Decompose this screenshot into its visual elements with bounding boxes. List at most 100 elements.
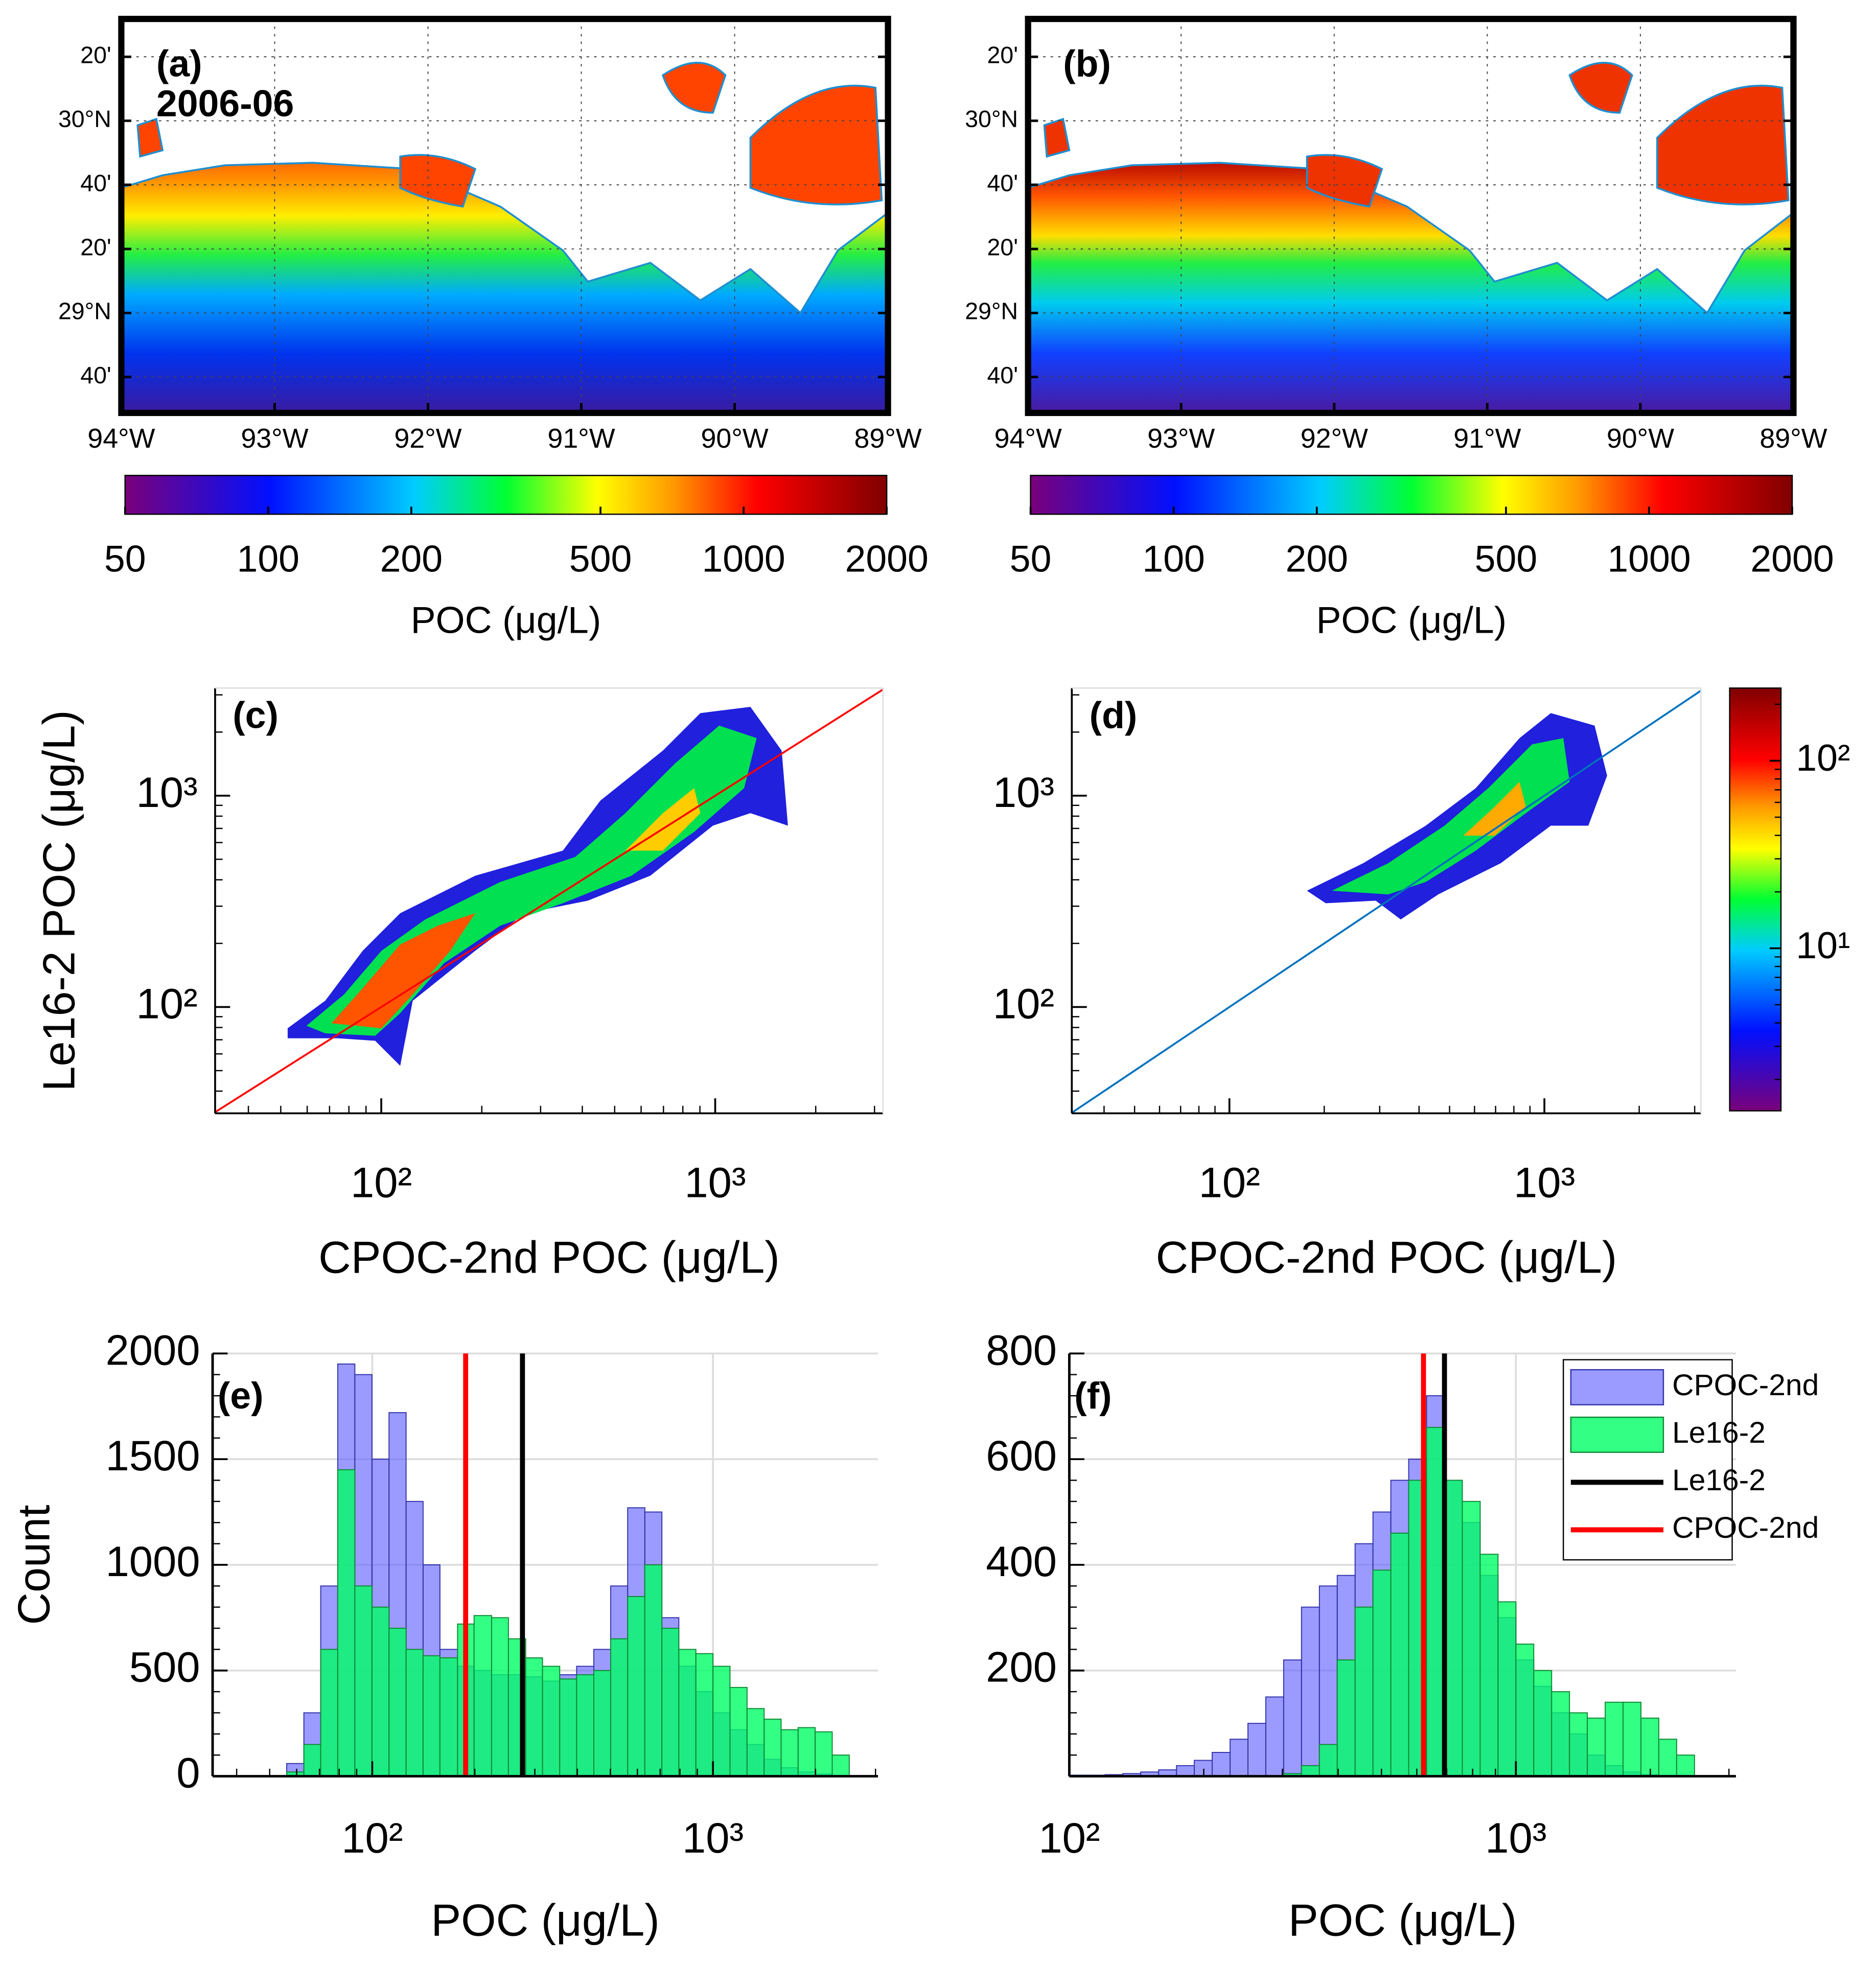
bar (1551, 1691, 1570, 1777)
y-tick-label: 500 (129, 1644, 200, 1691)
colorbar-tick-label: 2000 (845, 538, 929, 580)
colorbar-label: POC (μg/L) (1316, 599, 1507, 641)
y-tick-label: 200 (986, 1644, 1057, 1691)
y-tick-label: 0 (176, 1749, 200, 1797)
y-tick-label: 2000 (106, 1326, 200, 1374)
y-tick-label: 29°N (58, 298, 111, 325)
bar (388, 1628, 407, 1777)
bar (405, 1649, 424, 1777)
bar (559, 1678, 577, 1777)
colorbar-tick-label: 200 (1285, 538, 1348, 580)
density (625, 788, 701, 851)
bar (1265, 1696, 1284, 1777)
bar (1301, 1765, 1320, 1777)
bar (729, 1686, 748, 1777)
x-tick-label: 94°W (994, 423, 1062, 454)
y-axis-label: Count (9, 1505, 59, 1625)
y-tick-label: 40' (80, 170, 111, 196)
x-tick-label: 10³ (1485, 1814, 1546, 1862)
x-tick-label: 10³ (1514, 1159, 1575, 1206)
x-tick-label: 10² (1199, 1159, 1260, 1206)
one-to-one-line (1071, 689, 1702, 1114)
bar (695, 1653, 714, 1777)
bar (746, 1708, 765, 1777)
bar (1479, 1554, 1499, 1777)
legend-label: CPOC-2nd (1672, 1511, 1819, 1544)
colorbar-tick-label: 500 (569, 538, 632, 580)
bar (1533, 1670, 1553, 1777)
bar (610, 1638, 629, 1777)
y-tick-label: 10³ (136, 769, 197, 816)
y-tick-label: 40' (987, 362, 1018, 388)
colorbar-tick-label: 50 (104, 538, 146, 580)
x-axis-label: CPOC-2nd POC (μg/L) (318, 1232, 780, 1283)
bar (1372, 1569, 1392, 1777)
bar (1569, 1712, 1588, 1777)
x-tick-label: 10³ (684, 1159, 746, 1206)
bar (1354, 1606, 1374, 1777)
bar (1640, 1717, 1659, 1777)
inland-water (136, 62, 883, 208)
density (1463, 781, 1526, 836)
colorbar-tick-label: 100 (1142, 538, 1205, 580)
x-tick-label: 94°W (87, 423, 155, 454)
annotation: 2006-06 (156, 83, 294, 125)
y-tick-label: 800 (986, 1326, 1057, 1374)
map-frame (1025, 15, 1797, 417)
bar (780, 1729, 799, 1777)
bar (627, 1596, 645, 1777)
bar (1336, 1659, 1356, 1777)
y-tick-label: 1000 (106, 1538, 200, 1585)
legend-label: Le16-2 (1672, 1464, 1766, 1497)
y-axis-label: Le16-2 POC (μg/L) (34, 710, 84, 1091)
bar (320, 1649, 338, 1777)
x-tick-label: 93°W (241, 423, 308, 454)
bar (525, 1657, 543, 1777)
colorbar-tick-label: 50 (1010, 538, 1052, 580)
x-tick-label: 91°W (547, 423, 615, 454)
panel-label: (d) (1090, 695, 1138, 736)
x-tick-label: 90°W (1607, 423, 1674, 454)
bar (1390, 1532, 1409, 1777)
bar (1462, 1500, 1481, 1777)
x-tick-label: 10² (341, 1814, 403, 1862)
bar (1318, 1744, 1338, 1777)
bar (1247, 1723, 1266, 1777)
bar (1587, 1717, 1606, 1777)
panel-label: (e) (218, 1375, 264, 1417)
y-tick-label: 10² (136, 980, 197, 1027)
bar (1301, 1606, 1320, 1777)
x-tick-label: 90°W (701, 423, 768, 454)
colorbar (124, 475, 888, 515)
panel-label: (f) (1074, 1375, 1111, 1417)
density (331, 913, 475, 1029)
x-tick-label: 92°W (394, 423, 461, 454)
panel-label: (a) (156, 42, 202, 84)
colorbar (1030, 475, 1793, 515)
bar (1176, 1765, 1195, 1777)
y-tick-label: 20' (987, 41, 1018, 68)
colorbar-tick-label: 1000 (702, 538, 785, 580)
bar (1623, 1701, 1641, 1777)
x-tick-label: 89°W (1759, 423, 1827, 454)
y-tick-label: 10³ (993, 769, 1054, 816)
y-tick-label: 30°N (58, 106, 111, 132)
bar (661, 1628, 680, 1777)
colorbar-tick-label: 2000 (1750, 538, 1834, 580)
y-tick-label: 40' (80, 362, 111, 388)
y-tick-label: 400 (986, 1538, 1057, 1585)
bar (354, 1585, 373, 1777)
bar (644, 1564, 663, 1777)
colorbar-label: POC (μg/L) (411, 599, 601, 641)
bar (491, 1617, 509, 1777)
legend-label: CPOC-2nd (1672, 1369, 1819, 1402)
x-tick-label: 91°W (1453, 423, 1521, 454)
x-tick-label: 10² (1038, 1814, 1100, 1862)
bar (797, 1727, 816, 1777)
legend-swatch (1570, 1369, 1664, 1405)
bar (576, 1674, 594, 1777)
y-tick-label: 10² (993, 980, 1054, 1027)
bar (593, 1670, 611, 1777)
x-axis-label: POC (μg/L) (1288, 1895, 1517, 1946)
y-tick-label: 20' (987, 234, 1018, 260)
